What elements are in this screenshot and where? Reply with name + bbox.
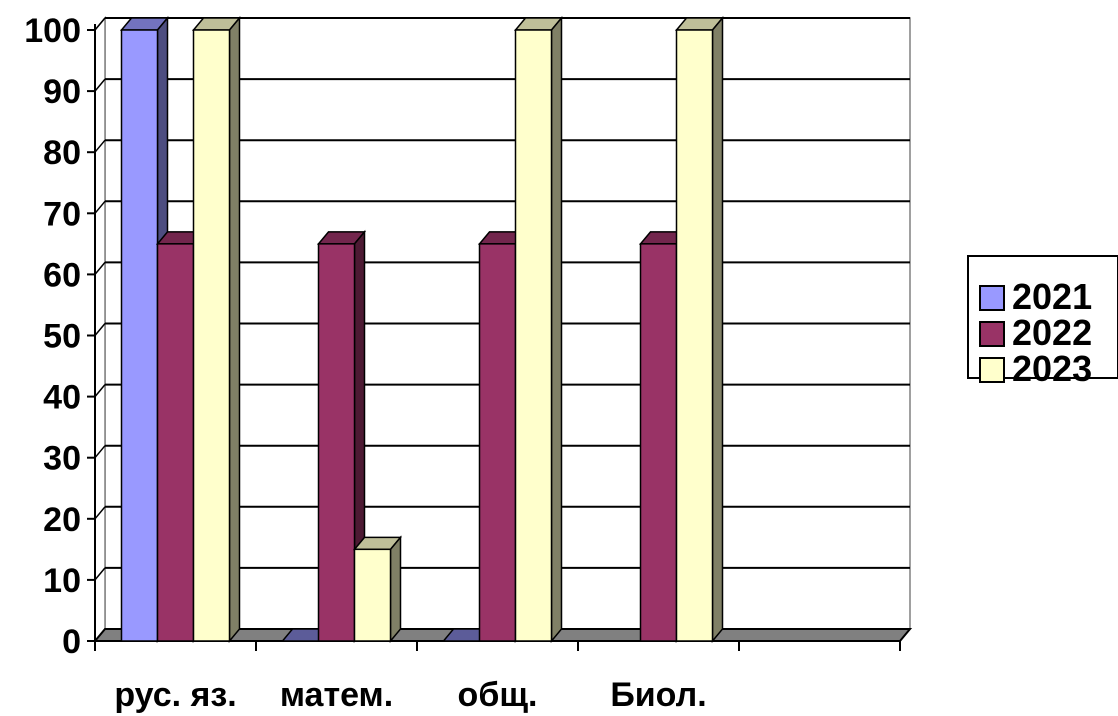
gridline-side [94,261,106,275]
gridline-side [94,17,106,31]
gridline-side [94,78,106,92]
bar-front [317,243,356,642]
y-tick-label: 40 [43,379,81,417]
x-tick-label: матем. [280,676,393,714]
bar-front [675,29,714,642]
y-tick-label: 0 [62,623,81,661]
x-tick-label: Биол. [610,676,706,714]
bar-side [389,535,402,644]
gridline-side [94,200,106,214]
gridline-side [94,384,106,398]
bar [352,535,403,644]
bar-front [192,29,231,642]
y-tick-label: 80 [43,134,81,172]
bar-front [514,29,553,642]
bar-side [228,15,241,644]
bar [513,15,564,644]
y-tick-label: 50 [43,318,81,356]
gridline-side [94,139,106,153]
gridline-side [94,445,106,459]
legend-swatch [979,285,1005,311]
bar [191,15,242,644]
gridline-side [94,506,106,520]
bar-side [550,15,563,644]
legend-label: 2021 [1012,276,1092,317]
gridline-side [94,323,106,336]
bar-front [156,243,195,642]
legend-swatch [979,357,1005,383]
y-axis: 0 10 20 30 40 50 60 70 80 90 100 [24,12,96,661]
y-tick-label: 30 [43,440,81,478]
bar-front [353,548,392,642]
y-tick-label: 70 [43,195,81,233]
gridline-side [94,567,106,581]
y-tick-label: 100 [24,12,81,50]
y-tick-label: 60 [43,256,81,294]
bar-front [478,243,517,642]
x-axis: рус. яз. матем. общ. Биол. [94,640,901,714]
bar [119,15,170,644]
y-tick-label: 90 [43,73,81,111]
legend-label: 2022 [1012,312,1092,353]
legend-swatch [979,321,1005,347]
bar-front [120,29,159,642]
bar [674,15,725,644]
y-tick-label: 10 [43,562,81,600]
bar [316,229,367,644]
bar-front [639,243,678,642]
y-tick-label: 20 [43,501,81,539]
x-tick-label: рус. яз. [114,676,236,714]
legend-label: 2023 [1012,348,1092,389]
x-tick-label: общ. [458,676,538,714]
bar-side [711,15,724,644]
bars [119,15,725,644]
